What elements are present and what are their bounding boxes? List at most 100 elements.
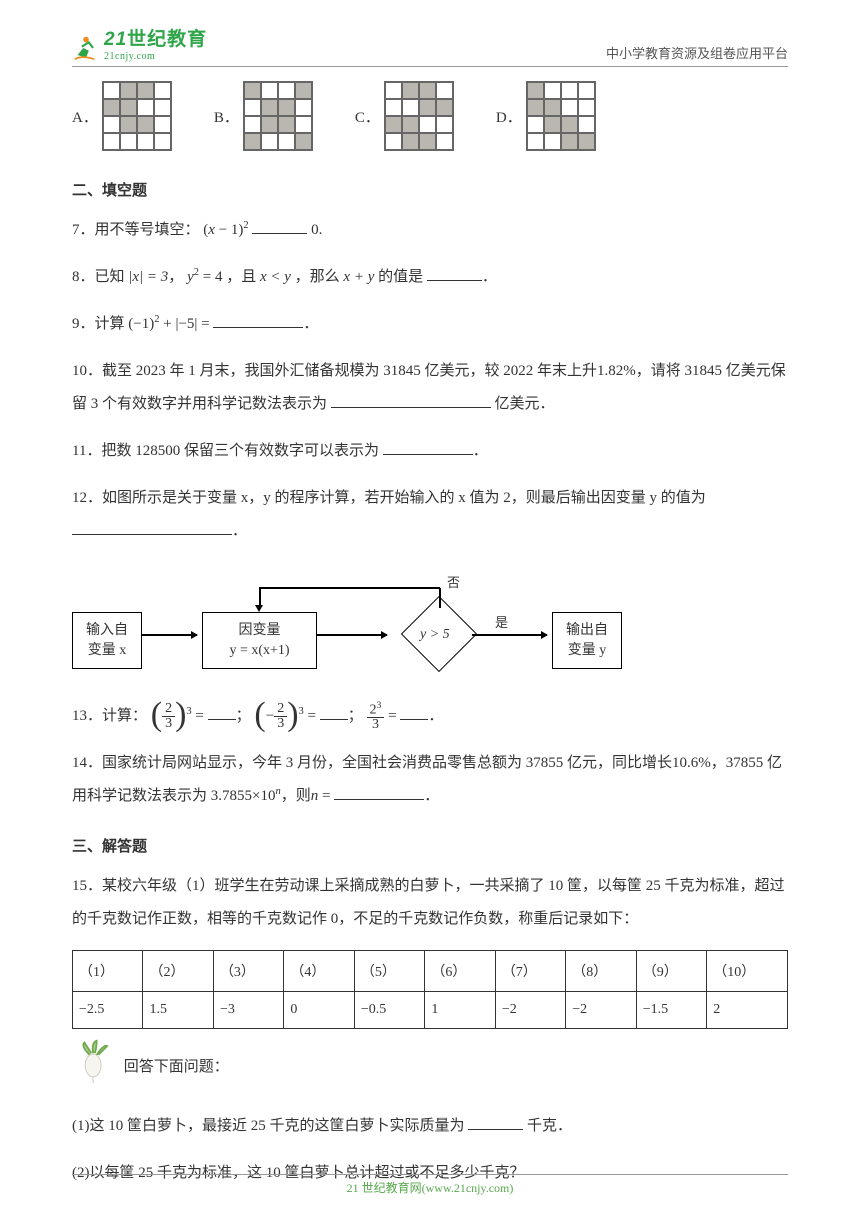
table-value-cell: −3 <box>213 992 283 1029</box>
grid-cell <box>544 99 561 116</box>
grid-cell <box>402 133 419 150</box>
question-9: 9．计算 (−1)2 + |−5| = ． <box>72 308 788 341</box>
table-value-cell: 0 <box>284 992 354 1029</box>
q14-blank[interactable] <box>334 786 424 800</box>
grid-cell <box>103 99 120 116</box>
logo-url: 21cnjy.com <box>104 51 207 62</box>
q9-blank[interactable] <box>213 314 303 328</box>
grid-cell <box>436 116 453 133</box>
flowchart: 输入自 变量 x 因变量 y = x(x+1) y > 5 是 输出自 变量 y… <box>72 562 788 682</box>
q7-text: 7．用不等号填空： <box>72 222 200 238</box>
question-11: 11．把数 128500 保留三个有效数字可以表示为 ． <box>72 435 788 468</box>
flow-output: 输出自 变量 y <box>552 612 622 669</box>
grid-cell <box>544 82 561 99</box>
q15-1-blank[interactable] <box>468 1116 523 1130</box>
table-header-cell: （3） <box>213 951 283 992</box>
logo-text: 21世纪教育 <box>104 24 207 51</box>
question-10: 10．截至 2023 年 1 月末，我国外汇储备规模为 31845 亿美元，较 … <box>72 355 788 421</box>
table-header-cell: （1） <box>73 951 143 992</box>
question-7: 7．用不等号填空： (x − 1)2 0. <box>72 214 788 247</box>
q7-blank[interactable] <box>252 220 307 234</box>
question-8: 8．已知 |x| = 3， y2 = 4 ，且 x < y ，那么 x + y … <box>72 261 788 294</box>
grid-cell <box>261 99 278 116</box>
table-header-cell: （7） <box>495 951 565 992</box>
question-13: 13．计算： (23)3 = ； (−23)3 = ； 233 = ． <box>72 700 788 733</box>
q8-blank[interactable] <box>427 267 482 281</box>
grid-cell <box>120 99 137 116</box>
grid-cell <box>578 82 595 99</box>
grid-cell <box>561 133 578 150</box>
logo-runner-icon <box>72 34 100 62</box>
grid-cell <box>436 82 453 99</box>
grid-c <box>384 81 454 151</box>
grid-cell <box>137 133 154 150</box>
flow-arrow-3 <box>472 634 547 636</box>
grid-cell <box>295 82 312 99</box>
grid-cell <box>103 116 120 133</box>
grid-cell <box>295 116 312 133</box>
grid-cell <box>419 82 436 99</box>
q13-blank-a[interactable] <box>208 706 236 720</box>
grid-cell <box>261 133 278 150</box>
grid-cell <box>385 133 402 150</box>
grid-cell <box>561 82 578 99</box>
table-header-cell: （5） <box>354 951 424 992</box>
grid-cell <box>578 99 595 116</box>
q15-prompt: 回答下面问题： <box>72 1039 788 1096</box>
table-header-cell: （10） <box>707 951 788 992</box>
grid-cell <box>402 82 419 99</box>
footer: 21 世纪教育网(www.21cnjy.com) <box>72 1174 788 1196</box>
grid-d <box>526 81 596 151</box>
grid-a <box>102 81 172 151</box>
question-15-intro: 15．某校六年级（1）班学生在劳动课上采摘成熟的白萝卜，一共采摘了 10 筐，以… <box>72 870 788 936</box>
grid-cell <box>137 99 154 116</box>
grid-cell <box>154 99 171 116</box>
table-value-cell: −2 <box>495 992 565 1029</box>
grid-cell <box>578 133 595 150</box>
grid-cell <box>527 116 544 133</box>
grid-cell <box>419 116 436 133</box>
grid-cell <box>278 99 295 116</box>
option-c: C． <box>355 81 454 151</box>
grid-cell <box>120 116 137 133</box>
table-header-cell: （6） <box>425 951 495 992</box>
q10-blank[interactable] <box>331 394 491 408</box>
option-a-label: A． <box>72 106 98 127</box>
question-14: 14．国家统计局网站显示，今年 3 月份，全国社会消费品零售总额为 37855 … <box>72 747 788 813</box>
option-a: A． <box>72 81 172 151</box>
grid-cell <box>402 116 419 133</box>
grid-cell <box>544 133 561 150</box>
table-value-cell: 1.5 <box>143 992 213 1029</box>
section-3-title: 三、解答题 <box>72 835 788 856</box>
flow-no: 否 <box>447 572 460 591</box>
grid-cell <box>154 133 171 150</box>
table-header-row: （1）（2）（3）（4）（5）（6）（7）（8）（9）（10） <box>73 951 788 992</box>
flow-arrow-1 <box>142 634 197 636</box>
grid-cell <box>527 133 544 150</box>
q12-blank[interactable] <box>72 521 232 535</box>
option-b-label: B． <box>214 106 239 127</box>
q15-table: （1）（2）（3）（4）（5）（6）（7）（8）（9）（10） −2.51.5−… <box>72 950 788 1029</box>
q15-sub1: (1)这 10 筐白萝卜，最接近 25 千克的这筐白萝卜实际质量为 千克． <box>72 1110 788 1143</box>
option-b: B． <box>214 81 313 151</box>
grid-cell <box>544 116 561 133</box>
q11-blank[interactable] <box>383 441 473 455</box>
table-value-cell: −2.5 <box>73 992 143 1029</box>
flow-input: 输入自 变量 x <box>72 612 142 669</box>
option-d: D． <box>496 81 596 151</box>
q13-blank-c[interactable] <box>400 706 428 720</box>
grid-cell <box>244 116 261 133</box>
q13-blank-b[interactable] <box>320 706 348 720</box>
question-12: 12．如图所示是关于变量 x，y 的程序计算，若开始输入的 x 值为 2，则最后… <box>72 482 788 548</box>
grid-cell <box>561 116 578 133</box>
grid-cell <box>137 116 154 133</box>
grid-cell <box>578 116 595 133</box>
grid-cell <box>120 133 137 150</box>
table-header-cell: （2） <box>143 951 213 992</box>
grid-cell <box>244 133 261 150</box>
radish-icon <box>72 1039 116 1096</box>
header: 21世纪教育 21cnjy.com 中小学教育资源及组卷应用平台 <box>72 24 788 67</box>
section-2-title: 二、填空题 <box>72 179 788 200</box>
table-header-cell: （4） <box>284 951 354 992</box>
grid-cell <box>295 133 312 150</box>
